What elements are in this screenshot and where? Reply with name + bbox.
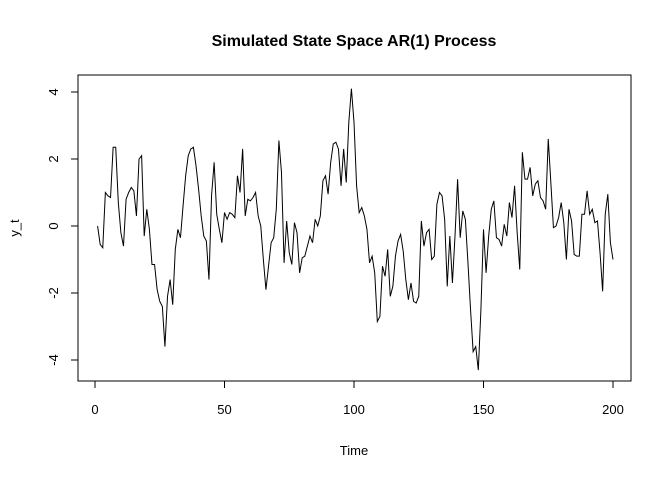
- y-axis-label: y_t: [7, 219, 22, 237]
- y-tick-label: -2: [46, 287, 61, 299]
- x-axis: 0 50 100 150 200: [91, 380, 624, 417]
- x-tick-label: 50: [217, 402, 231, 417]
- y-tick-label: 2: [46, 155, 61, 162]
- y-tick-label: -4: [46, 354, 61, 366]
- x-tick-label: 200: [602, 402, 624, 417]
- plot-frame: [77, 74, 632, 382]
- y-axis: -4 -2 0 2 4: [46, 88, 79, 366]
- x-axis-label: Time: [340, 443, 368, 458]
- x-tick-label: 100: [343, 402, 365, 417]
- y-tick-label: 0: [46, 222, 61, 229]
- chart-title: Simulated State Space AR(1) Process: [212, 33, 497, 50]
- x-tick-label: 150: [473, 402, 495, 417]
- y-tick-label: 4: [46, 88, 61, 95]
- x-tick-label: 0: [91, 402, 98, 417]
- series-line: [97, 88, 614, 371]
